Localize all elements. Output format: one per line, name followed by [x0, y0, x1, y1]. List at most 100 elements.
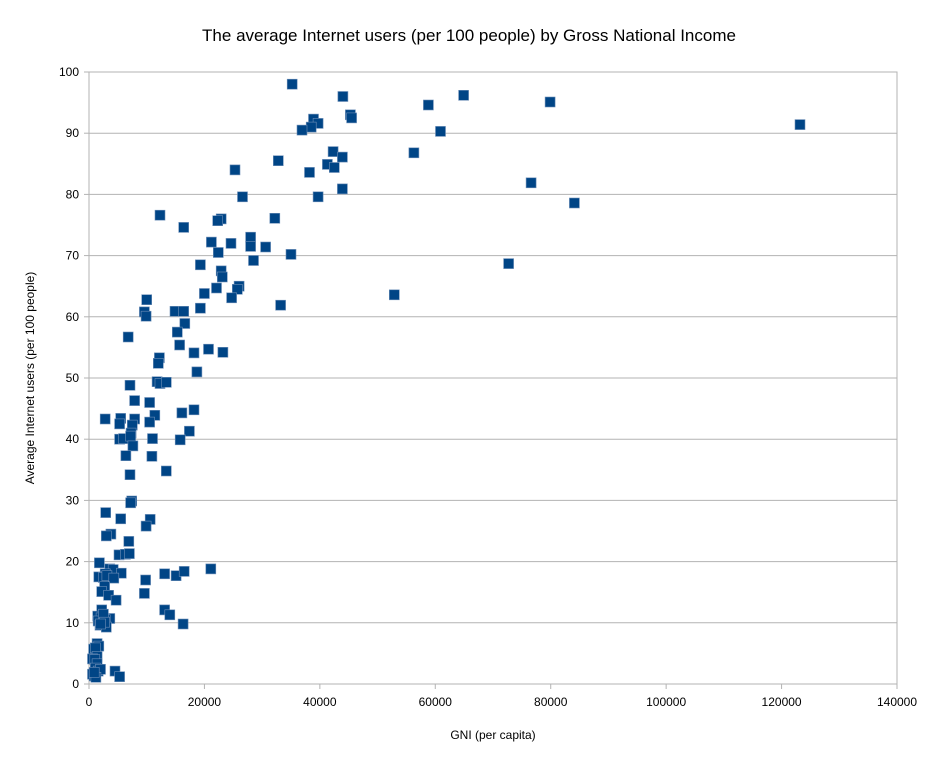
data-point — [286, 78, 298, 90]
y-tick-label: 10 — [66, 616, 80, 630]
data-point — [124, 469, 136, 481]
x-tick-label: 140000 — [877, 695, 917, 709]
data-point — [226, 292, 237, 304]
data-point — [114, 671, 125, 683]
data-point — [225, 238, 237, 249]
data-point — [144, 416, 155, 428]
data-point — [174, 434, 186, 446]
data-point — [232, 283, 243, 295]
data-point — [217, 346, 229, 358]
data-point — [188, 347, 200, 359]
x-tick-label: 100000 — [646, 695, 686, 709]
data-point — [101, 530, 112, 542]
data-point — [129, 395, 140, 406]
data-point — [125, 430, 136, 442]
y-tick-label: 0 — [72, 677, 79, 691]
x-tick-label: 120000 — [762, 695, 802, 709]
data-point — [110, 594, 122, 606]
data-point — [312, 191, 324, 203]
data-point — [177, 618, 189, 630]
data-point — [114, 418, 125, 430]
data-point — [199, 288, 210, 299]
data-point — [296, 124, 308, 136]
data-point — [146, 450, 158, 462]
data-points — [87, 78, 806, 683]
data-point — [140, 520, 152, 532]
data-point — [245, 231, 256, 243]
data-point — [127, 440, 139, 452]
data-point — [125, 497, 136, 509]
data-point — [285, 249, 297, 260]
data-point — [435, 126, 446, 137]
data-point — [176, 407, 188, 419]
data-point — [205, 563, 217, 575]
data-point — [245, 241, 256, 252]
data-point — [153, 357, 164, 369]
data-point — [141, 294, 152, 306]
data-point — [179, 318, 191, 329]
x-tick-label: 20000 — [188, 695, 222, 709]
data-point — [120, 450, 132, 462]
data-point — [178, 222, 189, 233]
data-point — [94, 557, 105, 569]
data-point — [172, 326, 183, 338]
data-point — [124, 548, 135, 559]
data-point — [99, 413, 111, 425]
data-point — [328, 162, 340, 173]
data-point — [108, 572, 120, 584]
data-point — [423, 99, 434, 111]
data-point — [211, 282, 222, 294]
data-point — [272, 155, 284, 166]
data-point — [195, 259, 206, 271]
data-point — [275, 299, 286, 311]
data-point — [229, 164, 241, 176]
data-point — [388, 289, 400, 301]
x-tick-label: 0 — [86, 695, 93, 709]
data-point — [100, 507, 111, 518]
x-tick-label: 80000 — [534, 695, 568, 709]
data-point — [88, 667, 100, 678]
data-point — [154, 209, 166, 221]
data-point — [327, 146, 339, 157]
y-tick-label: 80 — [66, 187, 80, 201]
data-point — [178, 305, 189, 317]
data-point — [305, 121, 317, 133]
data-point — [206, 236, 217, 248]
data-point — [337, 151, 348, 163]
data-point — [304, 167, 315, 178]
y-axis-label: Average Internet users (per 100 people) — [23, 272, 37, 485]
y-tick-label: 50 — [66, 371, 80, 385]
data-point — [794, 119, 806, 130]
y-tick-label: 40 — [66, 432, 80, 446]
data-point — [161, 465, 172, 477]
data-point — [124, 379, 136, 391]
data-point — [184, 425, 195, 437]
data-point — [144, 397, 155, 408]
data-point — [161, 376, 172, 388]
data-point — [147, 433, 158, 444]
data-point — [337, 91, 349, 102]
data-point — [408, 147, 420, 159]
data-point — [569, 197, 580, 209]
data-point — [188, 404, 200, 416]
data-point — [346, 112, 357, 124]
data-point — [174, 339, 185, 351]
data-point — [159, 568, 170, 580]
y-axis-ticks: 0 10 20 30 40 50 60 70 80 90 100 — [59, 65, 89, 691]
data-point — [213, 247, 224, 258]
data-point — [123, 536, 135, 547]
data-point — [95, 618, 106, 630]
gridlines — [89, 71, 897, 685]
y-tick-label: 30 — [66, 493, 80, 507]
x-tick-label: 40000 — [303, 695, 337, 709]
data-point — [260, 241, 271, 253]
data-point — [217, 271, 228, 283]
y-tick-label: 70 — [66, 249, 80, 263]
data-point — [178, 566, 190, 577]
chart-title: The average Internet users (per 100 peop… — [202, 26, 736, 45]
data-point — [203, 343, 214, 355]
x-tick-label: 60000 — [419, 695, 453, 709]
data-point — [140, 574, 151, 586]
data-point — [544, 96, 556, 108]
